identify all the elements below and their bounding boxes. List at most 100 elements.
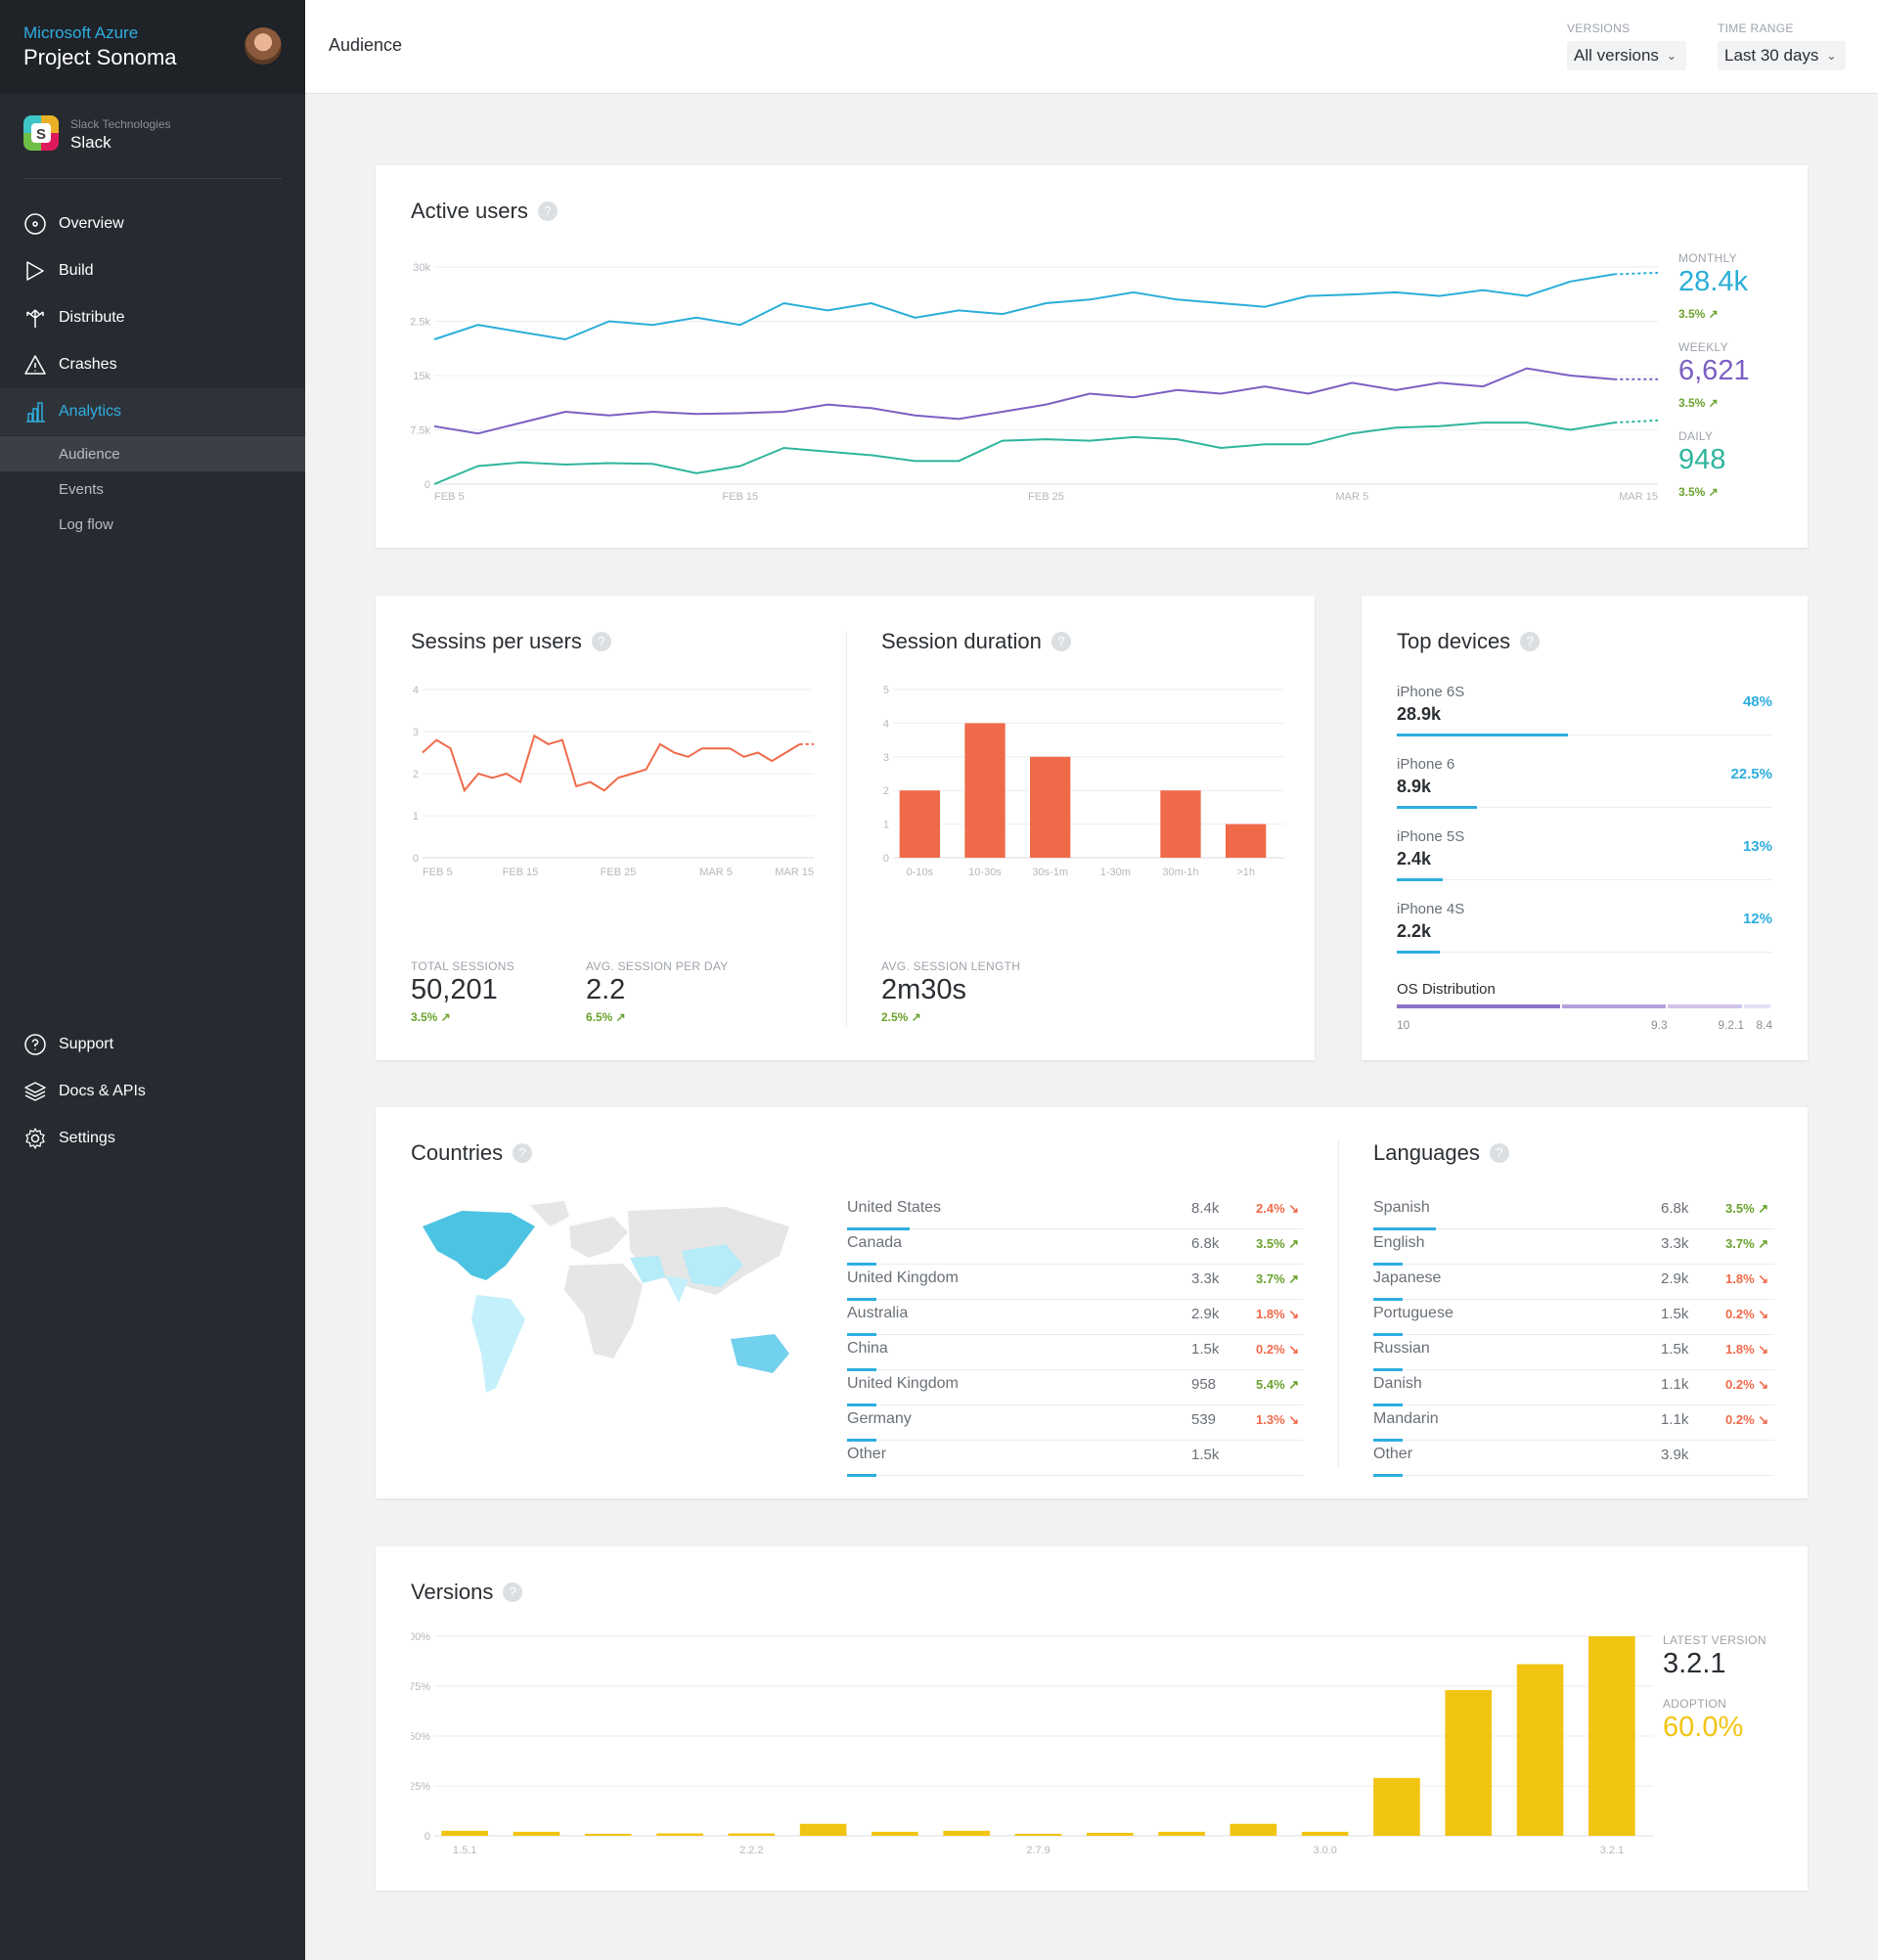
bar[interactable] [1230, 1823, 1277, 1836]
help-icon[interactable]: ? [591, 632, 611, 651]
row-name[interactable]: Germany [847, 1410, 912, 1427]
bar[interactable] [1373, 1777, 1420, 1836]
row-name[interactable]: Australia [847, 1305, 909, 1321]
org-name: Slack [70, 133, 112, 152]
avatar[interactable] [245, 27, 282, 65]
org-switcher[interactable]: S Slack Technologies Slack [0, 94, 305, 178]
map-china[interactable] [682, 1244, 743, 1287]
help-icon[interactable]: ? [1051, 632, 1071, 651]
bar[interactable] [1014, 1833, 1062, 1836]
bar[interactable] [441, 1830, 488, 1836]
bar[interactable] [943, 1830, 991, 1836]
sidebar-item-docs[interactable]: Docs & APIs [0, 1068, 305, 1115]
map-south-asia[interactable] [665, 1275, 689, 1303]
row-name[interactable]: Russian [1373, 1340, 1430, 1357]
series-line-daily[interactable] [433, 422, 1615, 485]
bar[interactable] [1588, 1636, 1635, 1836]
row-name[interactable]: Mandarin [1373, 1410, 1439, 1427]
os-segment[interactable] [1667, 1004, 1743, 1008]
row-name[interactable]: English [1373, 1234, 1425, 1251]
bar[interactable] [513, 1831, 560, 1836]
map-greenland[interactable] [530, 1201, 569, 1226]
x-tick-label: 2.2.2 [739, 1845, 763, 1856]
row-name[interactable]: Danish [1373, 1375, 1422, 1392]
row-delta: 0.2% ↘ [1725, 1377, 1769, 1392]
row-value: 1.5k [1661, 1306, 1689, 1322]
top-devices-card: Top devices? iPhone 6S 28.9k 48% iPhone 6 8.… [1362, 596, 1808, 1060]
series-line-weekly[interactable] [433, 367, 1615, 435]
os-segment[interactable] [1562, 1004, 1666, 1008]
bar[interactable] [899, 790, 940, 858]
device-percent: 22.5% [1730, 766, 1772, 782]
help-icon[interactable]: ? [503, 1582, 523, 1602]
bar[interactable] [1301, 1831, 1349, 1836]
bar[interactable] [728, 1833, 776, 1836]
x-tick-label: MAR 5 [699, 867, 733, 878]
row-name[interactable]: Japanese [1373, 1270, 1442, 1286]
row-name[interactable]: Other [1373, 1446, 1413, 1462]
bar[interactable] [1516, 1664, 1564, 1836]
sidebar-item-crashes[interactable]: Crashes [0, 341, 305, 388]
map-middle-east[interactable] [630, 1256, 665, 1283]
device-row-divider [1397, 952, 1772, 953]
sidebar-subitem-log-flow[interactable]: Log flow [59, 515, 113, 533]
bar[interactable] [1445, 1690, 1493, 1836]
avg-session-label: AVG. SESSION PER DAY [586, 959, 729, 973]
bar[interactable] [799, 1823, 847, 1836]
sidebar-subitem-audience[interactable]: Audience [0, 436, 305, 471]
card-title: Session duration? [881, 629, 1071, 654]
chevron-down-icon: ⌄ [1826, 49, 1837, 63]
row-name[interactable]: Spanish [1373, 1199, 1430, 1216]
bar[interactable] [1160, 790, 1201, 858]
map-africa[interactable] [564, 1264, 643, 1359]
map-north-america[interactable] [423, 1211, 535, 1280]
os-segment[interactable] [1744, 1004, 1770, 1008]
help-icon[interactable]: ? [1489, 1143, 1509, 1163]
devices-title: Top devices [1397, 629, 1511, 653]
time-range-dropdown[interactable]: Last 30 days ⌄ [1718, 41, 1847, 70]
row-name[interactable]: United Kingdom [847, 1375, 959, 1392]
versions-dropdown[interactable]: All versions ⌄ [1567, 41, 1686, 70]
sidebar-item-support[interactable]: Support [0, 1021, 305, 1068]
bar[interactable] [656, 1833, 703, 1836]
bar[interactable] [1158, 1831, 1205, 1836]
help-icon[interactable]: ? [513, 1143, 533, 1163]
bar[interactable] [964, 723, 1006, 858]
map-australia[interactable] [731, 1334, 789, 1373]
sidebar-item-analytics[interactable]: Analytics [0, 388, 305, 435]
bar[interactable] [1226, 824, 1267, 858]
sessions-card: Sessins per users? 0 1 2 3 4 FEB 5 FEB 15 FEB 2… [376, 596, 1315, 1060]
bar[interactable] [584, 1833, 632, 1836]
series-line-sessions[interactable] [422, 734, 801, 793]
bar[interactable] [872, 1831, 918, 1836]
os-segment[interactable] [1397, 1004, 1561, 1008]
x-tick-label: FEB 25 [601, 867, 637, 878]
sidebar-item-build[interactable]: Build [0, 247, 305, 294]
row-name[interactable]: Canada [847, 1234, 903, 1251]
row-name[interactable]: China [847, 1340, 888, 1357]
row-name[interactable]: United States [847, 1199, 942, 1216]
monthly-label: MONTHLY [1678, 251, 1737, 265]
row-value: 1.1k [1661, 1411, 1689, 1428]
weekly-value: 6,621 [1678, 355, 1750, 386]
active-users-chart: 0 7.5k 15k 22.5k 30k FEB 5 FEB 15 FEB 25 MAR 5 MA… [411, 262, 1659, 503]
map-europe[interactable] [569, 1217, 628, 1258]
row-name[interactable]: United Kingdom [847, 1270, 959, 1286]
help-icon[interactable]: ? [537, 201, 558, 221]
map-south-america[interactable] [471, 1295, 525, 1393]
bar[interactable] [1030, 756, 1071, 858]
series-line-monthly[interactable] [433, 273, 1615, 341]
help-icon[interactable]: ? [1520, 632, 1541, 651]
sidebar-item-distribute[interactable]: Distribute [0, 294, 305, 341]
row-value: 3.3k [1661, 1235, 1689, 1252]
sidebar-item-settings[interactable]: Settings [0, 1115, 305, 1162]
x-tick-label: 3.2.1 [1600, 1845, 1624, 1856]
sidebar-item-overview[interactable]: Overview [0, 200, 305, 247]
row-name[interactable]: Portuguese [1373, 1305, 1453, 1321]
bar[interactable] [1086, 1832, 1134, 1836]
row-name[interactable]: Other [847, 1446, 887, 1462]
brand-label: Microsoft Azure [23, 23, 139, 42]
sidebar-subitem-events[interactable]: Events [59, 480, 104, 498]
row-value: 6.8k [1191, 1235, 1220, 1252]
y-tick-label: 1 [413, 811, 419, 823]
